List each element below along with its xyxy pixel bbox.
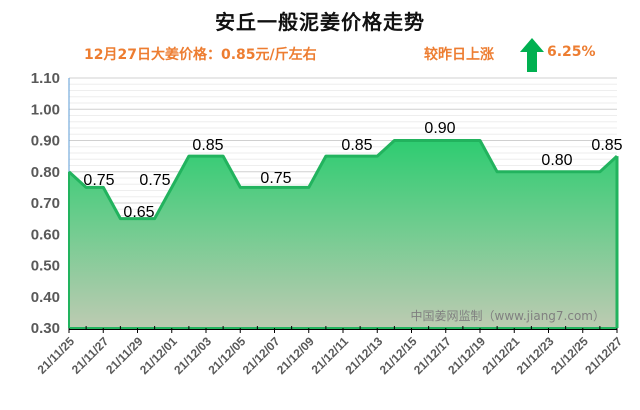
y-tick-label: 0.40 [31, 289, 60, 306]
y-tick-label: 0.30 [31, 320, 60, 337]
x-tick-label: 21/11/25 [35, 334, 78, 377]
watermark: 中国姜网监制（www.jiang7.com） [411, 308, 605, 323]
price-line [67, 139, 619, 221]
x-tick-label: 21/12/27 [582, 334, 625, 377]
y-tick-label: 0.70 [31, 195, 60, 212]
data-label: 0.85 [341, 137, 372, 154]
x-tick-label: 21/11/27 [69, 334, 112, 377]
change-label: 较昨日上涨 [424, 47, 494, 63]
y-tick-label: 1.10 [31, 70, 60, 87]
price-summary: 12月27日大姜价格：0.85元/斤左右 [84, 47, 317, 63]
data-label: 0.85 [591, 137, 622, 154]
y-tick-label: 0.90 [31, 133, 60, 150]
y-tick-label: 0.80 [31, 164, 60, 181]
data-label: 0.75 [83, 172, 114, 189]
up-arrow-icon [520, 38, 544, 72]
y-tick-label: 0.60 [31, 226, 60, 243]
y-tick-label: 1.00 [31, 101, 60, 118]
change-percent: 6.25% [547, 44, 596, 60]
data-label: 0.80 [541, 152, 572, 169]
data-label: 0.85 [192, 137, 223, 154]
data-label: 0.75 [260, 170, 291, 187]
y-tick-label: 0.50 [31, 258, 60, 275]
x-tick-label: 21/12/09 [274, 334, 317, 377]
data-label: 0.90 [424, 120, 455, 137]
data-label: 0.65 [123, 204, 154, 221]
price-area-fill [69, 140, 617, 328]
data-labels: 0.75 0.65 0.75 0.85 0.75 0.85 0.90 0.80 0.85 [83, 120, 622, 221]
y-axis-labels: 1.10 1.00 0.90 0.80 0.70 0.60 0.50 0.40 0.30 [31, 70, 60, 337]
x-axis: 21/11/2521/11/2721/11/2921/12/0121/12/03… [35, 326, 625, 377]
chart-title: 安丘一般泥姜价格走势 [215, 10, 425, 34]
data-label: 0.75 [139, 172, 170, 189]
